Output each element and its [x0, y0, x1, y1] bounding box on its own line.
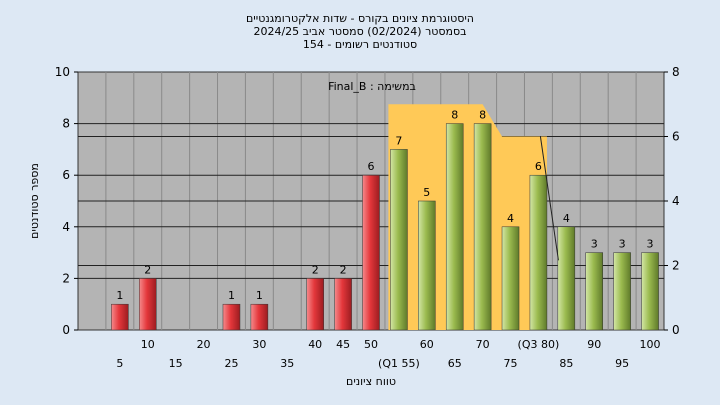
- y2-tick-label-2: 2: [672, 259, 680, 273]
- x-tick-label-35: 35: [280, 357, 294, 370]
- bar-label-60: 5: [423, 186, 430, 199]
- bar-90: [585, 252, 603, 331]
- x-tick-label-10: 10: [141, 338, 155, 351]
- bar-30: [250, 303, 269, 331]
- y-axis-right: 0 2 4 6 8: [664, 65, 680, 337]
- bar-65: [445, 123, 464, 331]
- bar-55: [390, 149, 408, 331]
- y-axis-label: מספר סטודנטים: [28, 163, 41, 239]
- y-tick-label-4: 4: [62, 220, 70, 234]
- y-tick-label-0: 0: [62, 323, 70, 337]
- y2-tick-label-0: 0: [672, 323, 680, 337]
- bar-label-65: 8: [451, 109, 458, 122]
- bar-50: [362, 174, 380, 331]
- bar-label-100: 3: [647, 238, 654, 251]
- bar-10: [139, 278, 157, 331]
- y-tick-label-8: 8: [62, 117, 70, 131]
- band-edge-lines: [539, 136, 559, 261]
- annotation-label: במשימה : Final_B: [328, 80, 416, 93]
- y2-tick-label-4: 4: [672, 194, 680, 208]
- x-tick-label-55: (Q1 55): [378, 357, 420, 370]
- bar-label-90: 3: [591, 238, 598, 251]
- bar-5: [111, 303, 129, 331]
- bar-label-55: 7: [395, 134, 402, 147]
- x-tick-label-90: 90: [587, 338, 601, 351]
- x-tick-label-5: 5: [116, 357, 123, 370]
- x-tick-label-85: 85: [559, 357, 573, 370]
- x-tick-label-20: 20: [197, 338, 211, 351]
- x-tick-label-15: 15: [169, 357, 183, 370]
- x-tick-label-80: (Q3 80): [518, 338, 560, 351]
- x-tick-label-95: 95: [615, 357, 629, 370]
- bar-75: [501, 226, 520, 331]
- band-area: [388, 104, 547, 330]
- bar-80: [529, 174, 548, 331]
- bar-label-40: 2: [312, 263, 319, 276]
- bar-label-80: 6: [535, 160, 542, 173]
- bar-label-75: 4: [507, 212, 514, 225]
- x-tick-label-65: 65: [448, 357, 462, 370]
- y-tick-label-10: 10: [55, 65, 70, 79]
- bar-60: [418, 200, 436, 331]
- quartile-band: [388, 104, 547, 330]
- chart-title: היסטוגרמת ציונים בקורס - שדות אלקטרומגנט…: [246, 12, 474, 51]
- bar-40: [306, 278, 324, 331]
- title-line-2: בסמסטר (02/2024) סמסטר אביב 2024/25: [253, 25, 466, 38]
- title-line-1: היסטוגרמת ציונים בקורס - שדות אלקטרומגנט…: [246, 12, 474, 25]
- x-tick-label-50: 50: [364, 338, 378, 351]
- x-tick-label-100: 100: [640, 338, 661, 351]
- bar-label-25: 1: [228, 289, 235, 302]
- x-tick-label-60: 60: [420, 338, 434, 351]
- bar-labels: 1 2 1 1 2 2 6 7 5 8 8 4 6 4 3 3 3: [116, 109, 653, 303]
- bar-70: [473, 123, 492, 331]
- x-tick-label-25: 25: [224, 357, 238, 370]
- x-tick-label-45: 45: [336, 338, 350, 351]
- y-tick-label-2: 2: [62, 271, 70, 285]
- x-axis-label: טווח ציונים: [346, 375, 396, 388]
- bars-group: [111, 123, 659, 331]
- y-tick-label-6: 6: [62, 168, 70, 182]
- bar-label-30: 1: [256, 289, 263, 302]
- band-edge-line: [539, 136, 559, 261]
- y2-tick-label-6: 6: [672, 130, 680, 144]
- bar-label-95: 3: [619, 238, 626, 251]
- bar-45: [334, 278, 352, 331]
- bar-label-10: 2: [144, 263, 151, 276]
- y-axis-left: 0 2 4 6 8 10: [55, 65, 78, 337]
- bar-label-85: 4: [563, 212, 570, 225]
- y2-tick-label-8: 8: [672, 65, 680, 79]
- x-tick-label-70: 70: [476, 338, 490, 351]
- bar-label-50: 6: [368, 160, 375, 173]
- bar-label-45: 2: [340, 263, 347, 276]
- title-line-3: סטודנטים רשומים - 154: [303, 38, 417, 51]
- bar-label-70: 8: [479, 109, 486, 122]
- x-axis: 10 20 30 40 45 50(Q1 55)60 65 70 75(Q3 80) 85 90 95…: [116, 338, 660, 370]
- bar-label-5: 1: [116, 289, 123, 302]
- x-tick-label-75: 75: [504, 357, 518, 370]
- bar-85: [557, 226, 576, 331]
- bar-25: [222, 303, 241, 331]
- x-tick-label-30: 30: [252, 338, 266, 351]
- bar-100: [641, 252, 659, 331]
- x-tick-label-40: 40: [308, 338, 322, 351]
- bar-95: [613, 252, 631, 331]
